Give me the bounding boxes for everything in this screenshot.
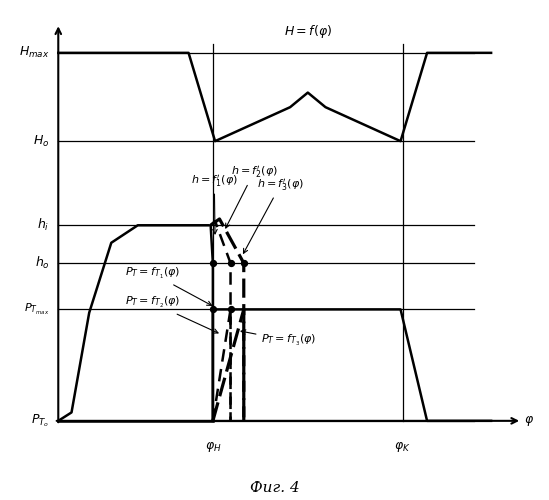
Point bbox=[226, 306, 235, 314]
Text: $h=f_3'(\varphi)$: $h=f_3'(\varphi)$ bbox=[243, 176, 304, 254]
Text: $H_{max}$: $H_{max}$ bbox=[19, 46, 49, 60]
Text: $H=f(\varphi)$: $H=f(\varphi)$ bbox=[284, 23, 332, 40]
Text: $H_o$: $H_o$ bbox=[33, 134, 49, 148]
Text: $P_T=f_{T_2}(\varphi)$: $P_T=f_{T_2}(\varphi)$ bbox=[125, 295, 218, 333]
Text: $h_i$: $h_i$ bbox=[37, 217, 49, 234]
Text: $h=f_2'(\varphi)$: $h=f_2'(\varphi)$ bbox=[226, 164, 278, 228]
Text: $h=f_1'(\varphi)$: $h=f_1'(\varphi)$ bbox=[191, 172, 238, 234]
Point bbox=[209, 259, 217, 267]
Text: Фиг. 4: Фиг. 4 bbox=[250, 481, 299, 495]
Point bbox=[209, 306, 217, 314]
Text: $P_{T_o}$: $P_{T_o}$ bbox=[31, 412, 49, 429]
Text: $h_o$: $h_o$ bbox=[35, 255, 49, 271]
Text: $P_{T_{max}}$: $P_{T_{max}}$ bbox=[24, 302, 49, 317]
Point bbox=[239, 259, 248, 267]
Text: $P_T=f_{T_1}(\varphi)$: $P_T=f_{T_1}(\varphi)$ bbox=[125, 266, 211, 306]
Text: $\varphi_K$: $\varphi_K$ bbox=[395, 440, 411, 454]
Text: $\varphi_H$: $\varphi_H$ bbox=[205, 440, 221, 454]
Text: $P_T=f_{T_3}(\varphi)$: $P_T=f_{T_3}(\varphi)$ bbox=[241, 330, 317, 348]
Text: $\varphi$: $\varphi$ bbox=[524, 414, 534, 428]
Point bbox=[226, 259, 235, 267]
